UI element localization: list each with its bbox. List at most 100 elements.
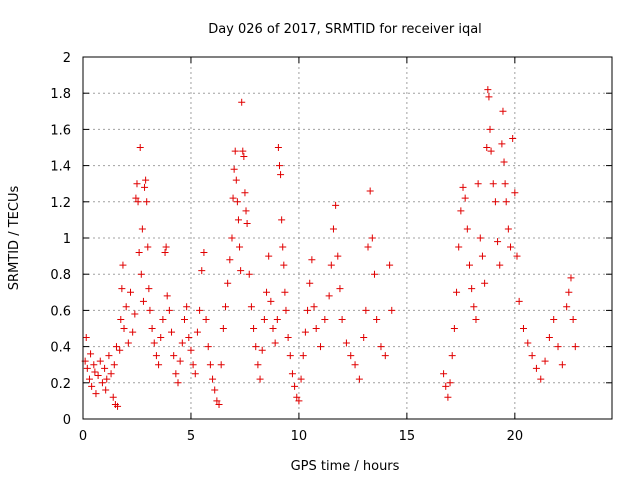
data-point bbox=[460, 184, 467, 191]
data-point bbox=[373, 316, 380, 323]
data-point bbox=[151, 339, 158, 346]
data-point bbox=[365, 244, 372, 251]
data-point bbox=[490, 180, 497, 187]
data-point bbox=[137, 144, 144, 151]
data-point bbox=[139, 225, 146, 232]
data-point bbox=[90, 361, 97, 368]
y-tick-label: 0.8 bbox=[50, 268, 71, 283]
data-point bbox=[472, 316, 479, 323]
data-point bbox=[298, 376, 305, 383]
data-point bbox=[502, 180, 509, 187]
data-point bbox=[243, 207, 250, 214]
y-tick-label: 0.4 bbox=[50, 341, 71, 356]
y-tick-label: 0.6 bbox=[50, 304, 71, 319]
data-point bbox=[278, 216, 285, 223]
data-point bbox=[101, 365, 108, 372]
data-point bbox=[220, 325, 227, 332]
data-point bbox=[317, 343, 324, 350]
data-point bbox=[343, 339, 350, 346]
data-point bbox=[209, 376, 216, 383]
data-point bbox=[328, 262, 335, 269]
data-point bbox=[511, 189, 518, 196]
data-point bbox=[145, 285, 152, 292]
data-point bbox=[492, 198, 499, 205]
data-point bbox=[105, 352, 112, 359]
x-tick-label: 5 bbox=[187, 429, 195, 444]
data-point bbox=[230, 195, 237, 202]
data-point bbox=[334, 253, 341, 260]
data-point bbox=[449, 352, 456, 359]
data-point bbox=[222, 303, 229, 310]
x-tick-label: 10 bbox=[291, 429, 308, 444]
data-point bbox=[88, 383, 95, 390]
data-point bbox=[257, 376, 264, 383]
data-point bbox=[484, 86, 491, 93]
data-point bbox=[466, 262, 473, 269]
data-point bbox=[157, 334, 164, 341]
data-point bbox=[170, 352, 177, 359]
grid-lines bbox=[83, 57, 612, 419]
data-point bbox=[440, 370, 447, 377]
data-point bbox=[250, 325, 257, 332]
data-point bbox=[276, 162, 283, 169]
data-point bbox=[304, 307, 311, 314]
data-point bbox=[457, 207, 464, 214]
data-point bbox=[218, 361, 225, 368]
data-point bbox=[141, 184, 148, 191]
data-point bbox=[86, 376, 93, 383]
y-tick-label: 1.8 bbox=[50, 87, 71, 102]
data-point bbox=[102, 387, 109, 394]
data-point bbox=[503, 198, 510, 205]
x-tick-label: 20 bbox=[507, 429, 524, 444]
data-point bbox=[121, 325, 128, 332]
data-point bbox=[279, 244, 286, 251]
data-point bbox=[367, 187, 374, 194]
data-point bbox=[254, 361, 261, 368]
data-point bbox=[237, 267, 244, 274]
data-point bbox=[110, 394, 117, 401]
y-tick-label: 2 bbox=[63, 51, 71, 66]
data-point bbox=[87, 350, 94, 357]
data-point bbox=[300, 352, 307, 359]
data-point bbox=[153, 352, 160, 359]
data-point bbox=[235, 216, 242, 223]
data-point bbox=[520, 325, 527, 332]
data-point bbox=[369, 235, 376, 242]
data-point bbox=[275, 144, 282, 151]
data-point bbox=[481, 280, 488, 287]
data-point bbox=[136, 249, 143, 256]
data-point bbox=[164, 292, 171, 299]
data-point bbox=[336, 285, 343, 292]
data-point bbox=[444, 394, 451, 401]
x-tick-label: 0 bbox=[79, 429, 87, 444]
data-point bbox=[277, 171, 284, 178]
data-point bbox=[203, 316, 210, 323]
plot-frame bbox=[83, 57, 612, 419]
y-tick-label: 0.2 bbox=[50, 377, 71, 392]
data-point bbox=[142, 177, 149, 184]
data-point bbox=[183, 303, 190, 310]
data-points bbox=[82, 86, 579, 410]
data-point bbox=[252, 343, 259, 350]
data-point bbox=[516, 298, 523, 305]
data-point bbox=[533, 365, 540, 372]
data-point bbox=[239, 148, 246, 155]
data-point bbox=[97, 358, 104, 365]
data-point bbox=[501, 158, 508, 165]
y-tick-labels: 0 0.2 0.4 0.6 0.8 1 1.2 1.4 1.6 1.8 2 bbox=[50, 51, 71, 428]
data-point bbox=[555, 343, 562, 350]
data-point bbox=[499, 108, 506, 115]
data-point bbox=[226, 256, 233, 263]
data-point bbox=[455, 244, 462, 251]
data-point bbox=[166, 307, 173, 314]
data-point bbox=[529, 352, 536, 359]
data-point bbox=[282, 307, 289, 314]
data-point bbox=[138, 271, 145, 278]
data-point bbox=[308, 256, 315, 263]
y-tick-label: 1.2 bbox=[50, 196, 71, 211]
data-point bbox=[140, 298, 147, 305]
data-point bbox=[246, 271, 253, 278]
data-point bbox=[496, 262, 503, 269]
data-point bbox=[113, 343, 120, 350]
data-point bbox=[270, 325, 277, 332]
